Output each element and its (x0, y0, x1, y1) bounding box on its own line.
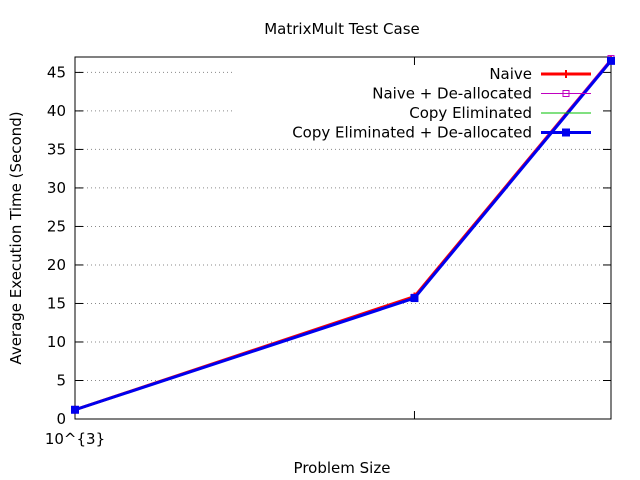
legend-entry: Naive + De-allocated (372, 85, 591, 103)
legend-marker (562, 128, 570, 137)
x-axis-title: Problem Size (294, 459, 391, 477)
y-tick-label: 45 (47, 63, 66, 81)
y-tick-label: 20 (47, 256, 66, 274)
series-naive (71, 56, 615, 414)
y-tick-label: 10 (47, 333, 66, 351)
y-tick-label: 35 (47, 140, 66, 158)
series-layer (71, 55, 615, 414)
data-point (410, 294, 419, 303)
plot-border (74, 56, 612, 420)
y-tick-label: 5 (56, 371, 66, 389)
y-axis-ticks: 0 5 10 15 20 25 30 35 40 45 (47, 63, 611, 428)
legend-marker (562, 70, 570, 78)
y-tick-label: 15 (47, 294, 66, 312)
x-tick-label: 10^{3} (45, 430, 105, 448)
data-point (607, 56, 615, 65)
legend-label: Naive (489, 65, 532, 83)
y-tick-label: 30 (47, 179, 66, 197)
grid-lines (75, 71, 611, 381)
data-point (71, 405, 79, 414)
legend-entry: Copy Eliminated (409, 104, 591, 122)
legend-entry: Naive (489, 65, 591, 83)
legend-label: Naive + De-allocated (372, 85, 532, 103)
plot-frame (74, 56, 612, 420)
y-tick-label: 0 (56, 410, 66, 428)
legend-label: Copy Eliminated (409, 104, 532, 122)
y-axis-title: Average Execution Time (Second) (7, 111, 25, 364)
series-naive-de-allocated (71, 55, 615, 414)
legend-entry: Copy Eliminated + De-allocated (292, 124, 591, 142)
series-copy-eliminated-de-allocated (71, 56, 615, 414)
y-tick-label: 25 (47, 217, 66, 235)
legend-marker (562, 90, 570, 97)
legend-label: Copy Eliminated + De-allocated (292, 124, 532, 142)
y-tick-label: 40 (47, 102, 66, 120)
chart-title: MatrixMult Test Case (264, 20, 420, 38)
x-axis-ticks: 10^{3} (45, 57, 415, 448)
